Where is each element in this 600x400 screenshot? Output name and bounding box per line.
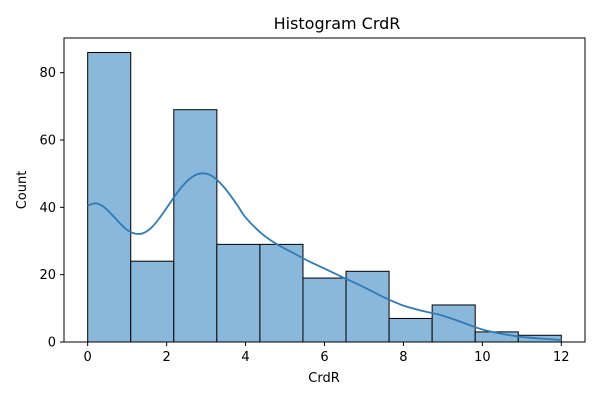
histogram-bar-1 (130, 260, 175, 343)
bars-group (87, 51, 562, 343)
y-tick-label: 0 (48, 336, 56, 351)
x-tick-label: 4 (241, 350, 249, 365)
histogram-bar-3 (216, 243, 261, 343)
y-tick-label: 20 (39, 268, 56, 283)
y-axis-label: Count (15, 171, 30, 210)
x-tick-label: 10 (474, 350, 491, 365)
x-tick-label: 0 (84, 350, 92, 365)
histogram-bar-4 (259, 243, 304, 343)
histogram-bar-8 (431, 304, 476, 343)
histogram-bar-0 (87, 51, 132, 343)
histogram-bar-2 (173, 109, 218, 343)
y-tick-label: 40 (39, 201, 56, 216)
y-axis-ticks: 0 20 40 60 80 (39, 66, 64, 351)
x-tick-label: 8 (399, 350, 407, 365)
chart-title: Histogram CrdR (274, 14, 401, 33)
x-axis-label: CrdR (308, 371, 339, 386)
y-tick-label: 80 (39, 66, 56, 81)
x-tick-label: 2 (162, 350, 170, 365)
x-axis-ticks: 0 2 4 6 8 10 12 (84, 342, 570, 365)
x-tick-label: 6 (320, 350, 328, 365)
x-tick-label: 12 (553, 350, 570, 365)
kde-line (87, 172, 562, 341)
y-tick-label: 60 (39, 134, 56, 149)
histogram-bar-5 (302, 277, 347, 343)
histogram-bar-7 (388, 317, 433, 343)
